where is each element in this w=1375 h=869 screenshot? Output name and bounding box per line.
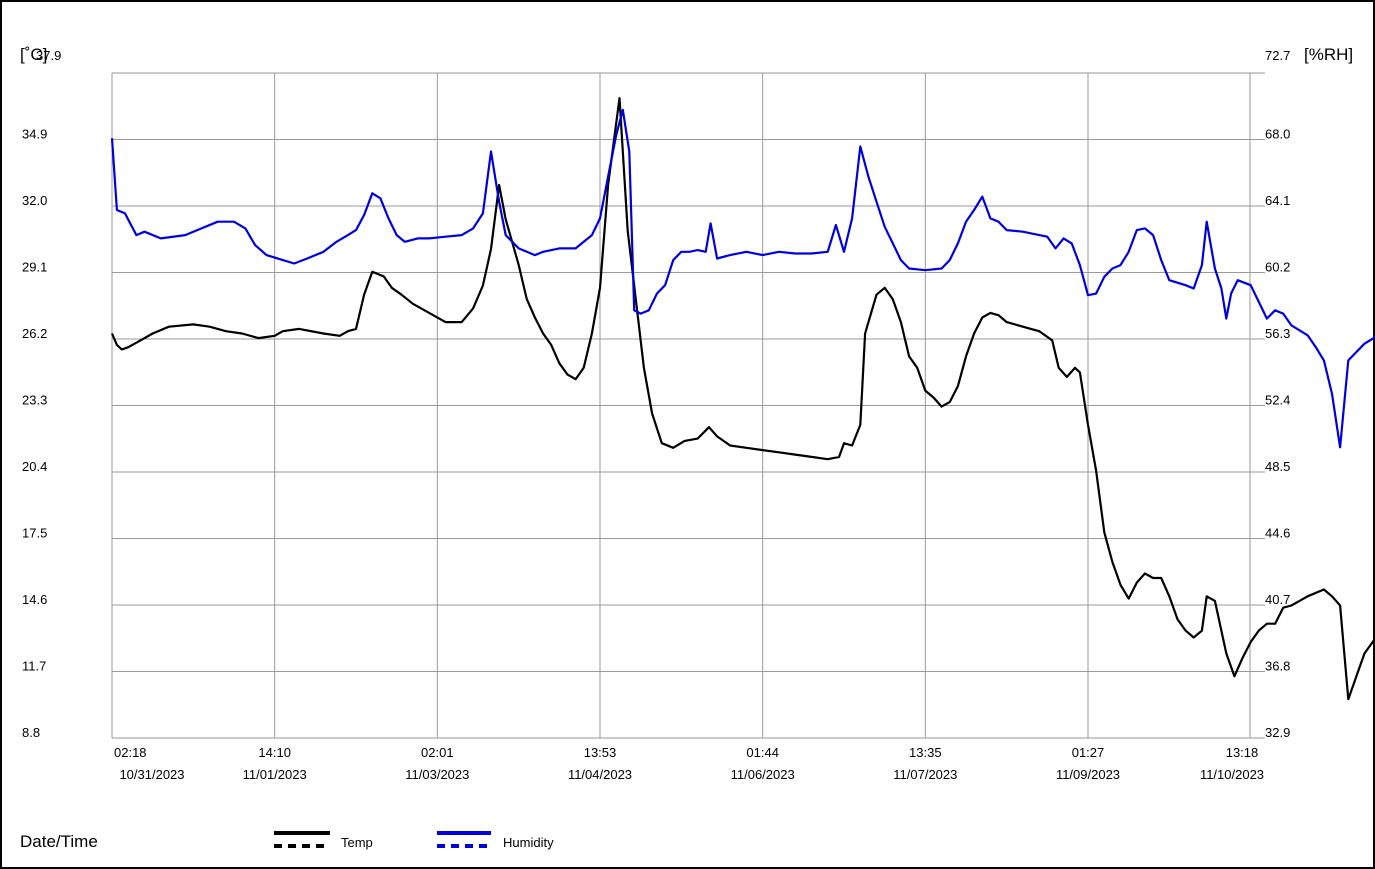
left-tick-label: 37.9 — [36, 48, 61, 63]
left-tick-label: 14.6 — [22, 592, 47, 607]
left-tick-label: 11.7 — [22, 659, 46, 674]
legend: Temp Humidity — [274, 831, 554, 850]
left-tick-label: 29.1 — [22, 260, 47, 275]
right-tick-label: 32.9 — [1265, 725, 1290, 740]
series-layer — [110, 97, 1375, 701]
x-tick-date: 11/10/2023 — [1200, 767, 1264, 782]
x-tick-date: 11/04/2023 — [568, 767, 632, 782]
right-tick-label: 40.7 — [1265, 592, 1290, 607]
x-tick-date: 11/03/2023 — [405, 767, 469, 782]
right-tick-label: 52.4 — [1265, 393, 1290, 408]
left-tick-label: 32.0 — [22, 193, 47, 208]
axis-labels: 37.9 72.7 34.9 68.0 32.0 64.1 29.1 60.2 26.2 56.3… — [22, 48, 1290, 782]
x-tick-time: 01:44 — [746, 745, 779, 760]
x-tick-date: 11/06/2023 — [731, 767, 795, 782]
right-tick-label: 64.1 — [1265, 193, 1290, 208]
grid — [111, 72, 1265, 739]
x-tick-time: 02:01 — [421, 745, 454, 760]
x-tick-date: 11/07/2023 — [893, 767, 957, 782]
x-tick-time: 13:18 — [1226, 745, 1259, 760]
legend-temp-label: Temp — [341, 835, 373, 850]
x-tick-date: 10/31/2023 — [119, 767, 184, 782]
legend-humidity-label: Humidity — [503, 835, 554, 850]
right-tick-label: 56.3 — [1265, 326, 1290, 341]
left-tick-label: 34.9 — [22, 127, 47, 142]
x-tick-date: 11/09/2023 — [1056, 767, 1120, 782]
series-line-humidity — [110, 108, 1375, 449]
x-tick-time: 02:18 — [114, 745, 147, 760]
x-tick-time: 13:53 — [584, 745, 617, 760]
right-tick-label: 72.7 — [1265, 48, 1290, 63]
right-axis-unit: [%RH] — [1304, 45, 1353, 64]
series-line-temp — [110, 97, 1375, 701]
left-tick-label: 26.2 — [22, 326, 47, 341]
left-axis-unit: [˚C] — [20, 45, 47, 64]
left-tick-label: 8.8 — [22, 725, 40, 740]
right-tick-label: 68.0 — [1265, 127, 1290, 142]
left-tick-label: 23.3 — [22, 393, 47, 408]
right-tick-label: 48.5 — [1265, 459, 1290, 474]
x-tick-time: 01:27 — [1072, 745, 1105, 760]
left-tick-label: 20.4 — [22, 459, 47, 474]
x-tick-date: 11/01/2023 — [243, 767, 307, 782]
x-tick-time: 14:10 — [258, 745, 291, 760]
x-axis-label: Date/Time — [20, 832, 98, 851]
left-tick-label: 17.5 — [22, 526, 47, 541]
right-tick-label: 60.2 — [1265, 260, 1290, 275]
right-tick-label: 44.6 — [1265, 526, 1290, 541]
right-tick-label: 36.8 — [1265, 659, 1290, 674]
x-tick-time: 13:35 — [909, 745, 942, 760]
